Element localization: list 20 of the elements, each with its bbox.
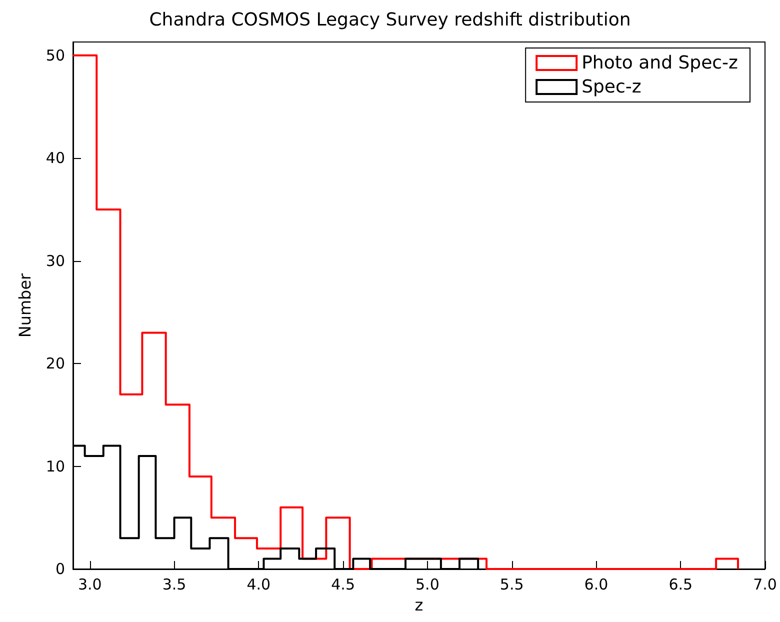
x-tick-label: 7.0 — [753, 576, 777, 594]
x-axis-title: z — [414, 596, 424, 614]
chart-title: Chandra COSMOS Legacy Survey redshift distribution — [149, 10, 631, 30]
x-tick-label: 3.5 — [162, 576, 186, 594]
x-tick-label: 4.0 — [246, 576, 271, 594]
x-tick-label: 4.5 — [331, 576, 355, 594]
y-tick-label: 0 — [55, 560, 65, 578]
x-tick-label: 3.0 — [78, 576, 102, 594]
x-tick-label: 5.0 — [416, 576, 440, 594]
x-tick-label: 6.0 — [584, 576, 608, 594]
y-tick-label: 30 — [46, 252, 65, 270]
x-tick-label: 6.5 — [668, 576, 693, 594]
legend-label: Photo and Spec-z — [582, 52, 738, 74]
y-tick-label: 40 — [46, 149, 65, 168]
y-tick-label: 50 — [46, 46, 65, 64]
y-tick-label: 20 — [46, 354, 65, 373]
y-tick-label: 10 — [46, 457, 65, 476]
legend-label: Spec-z — [582, 76, 642, 98]
y-axis-title: Number — [16, 272, 34, 338]
x-tick-label: 5.5 — [500, 576, 524, 594]
